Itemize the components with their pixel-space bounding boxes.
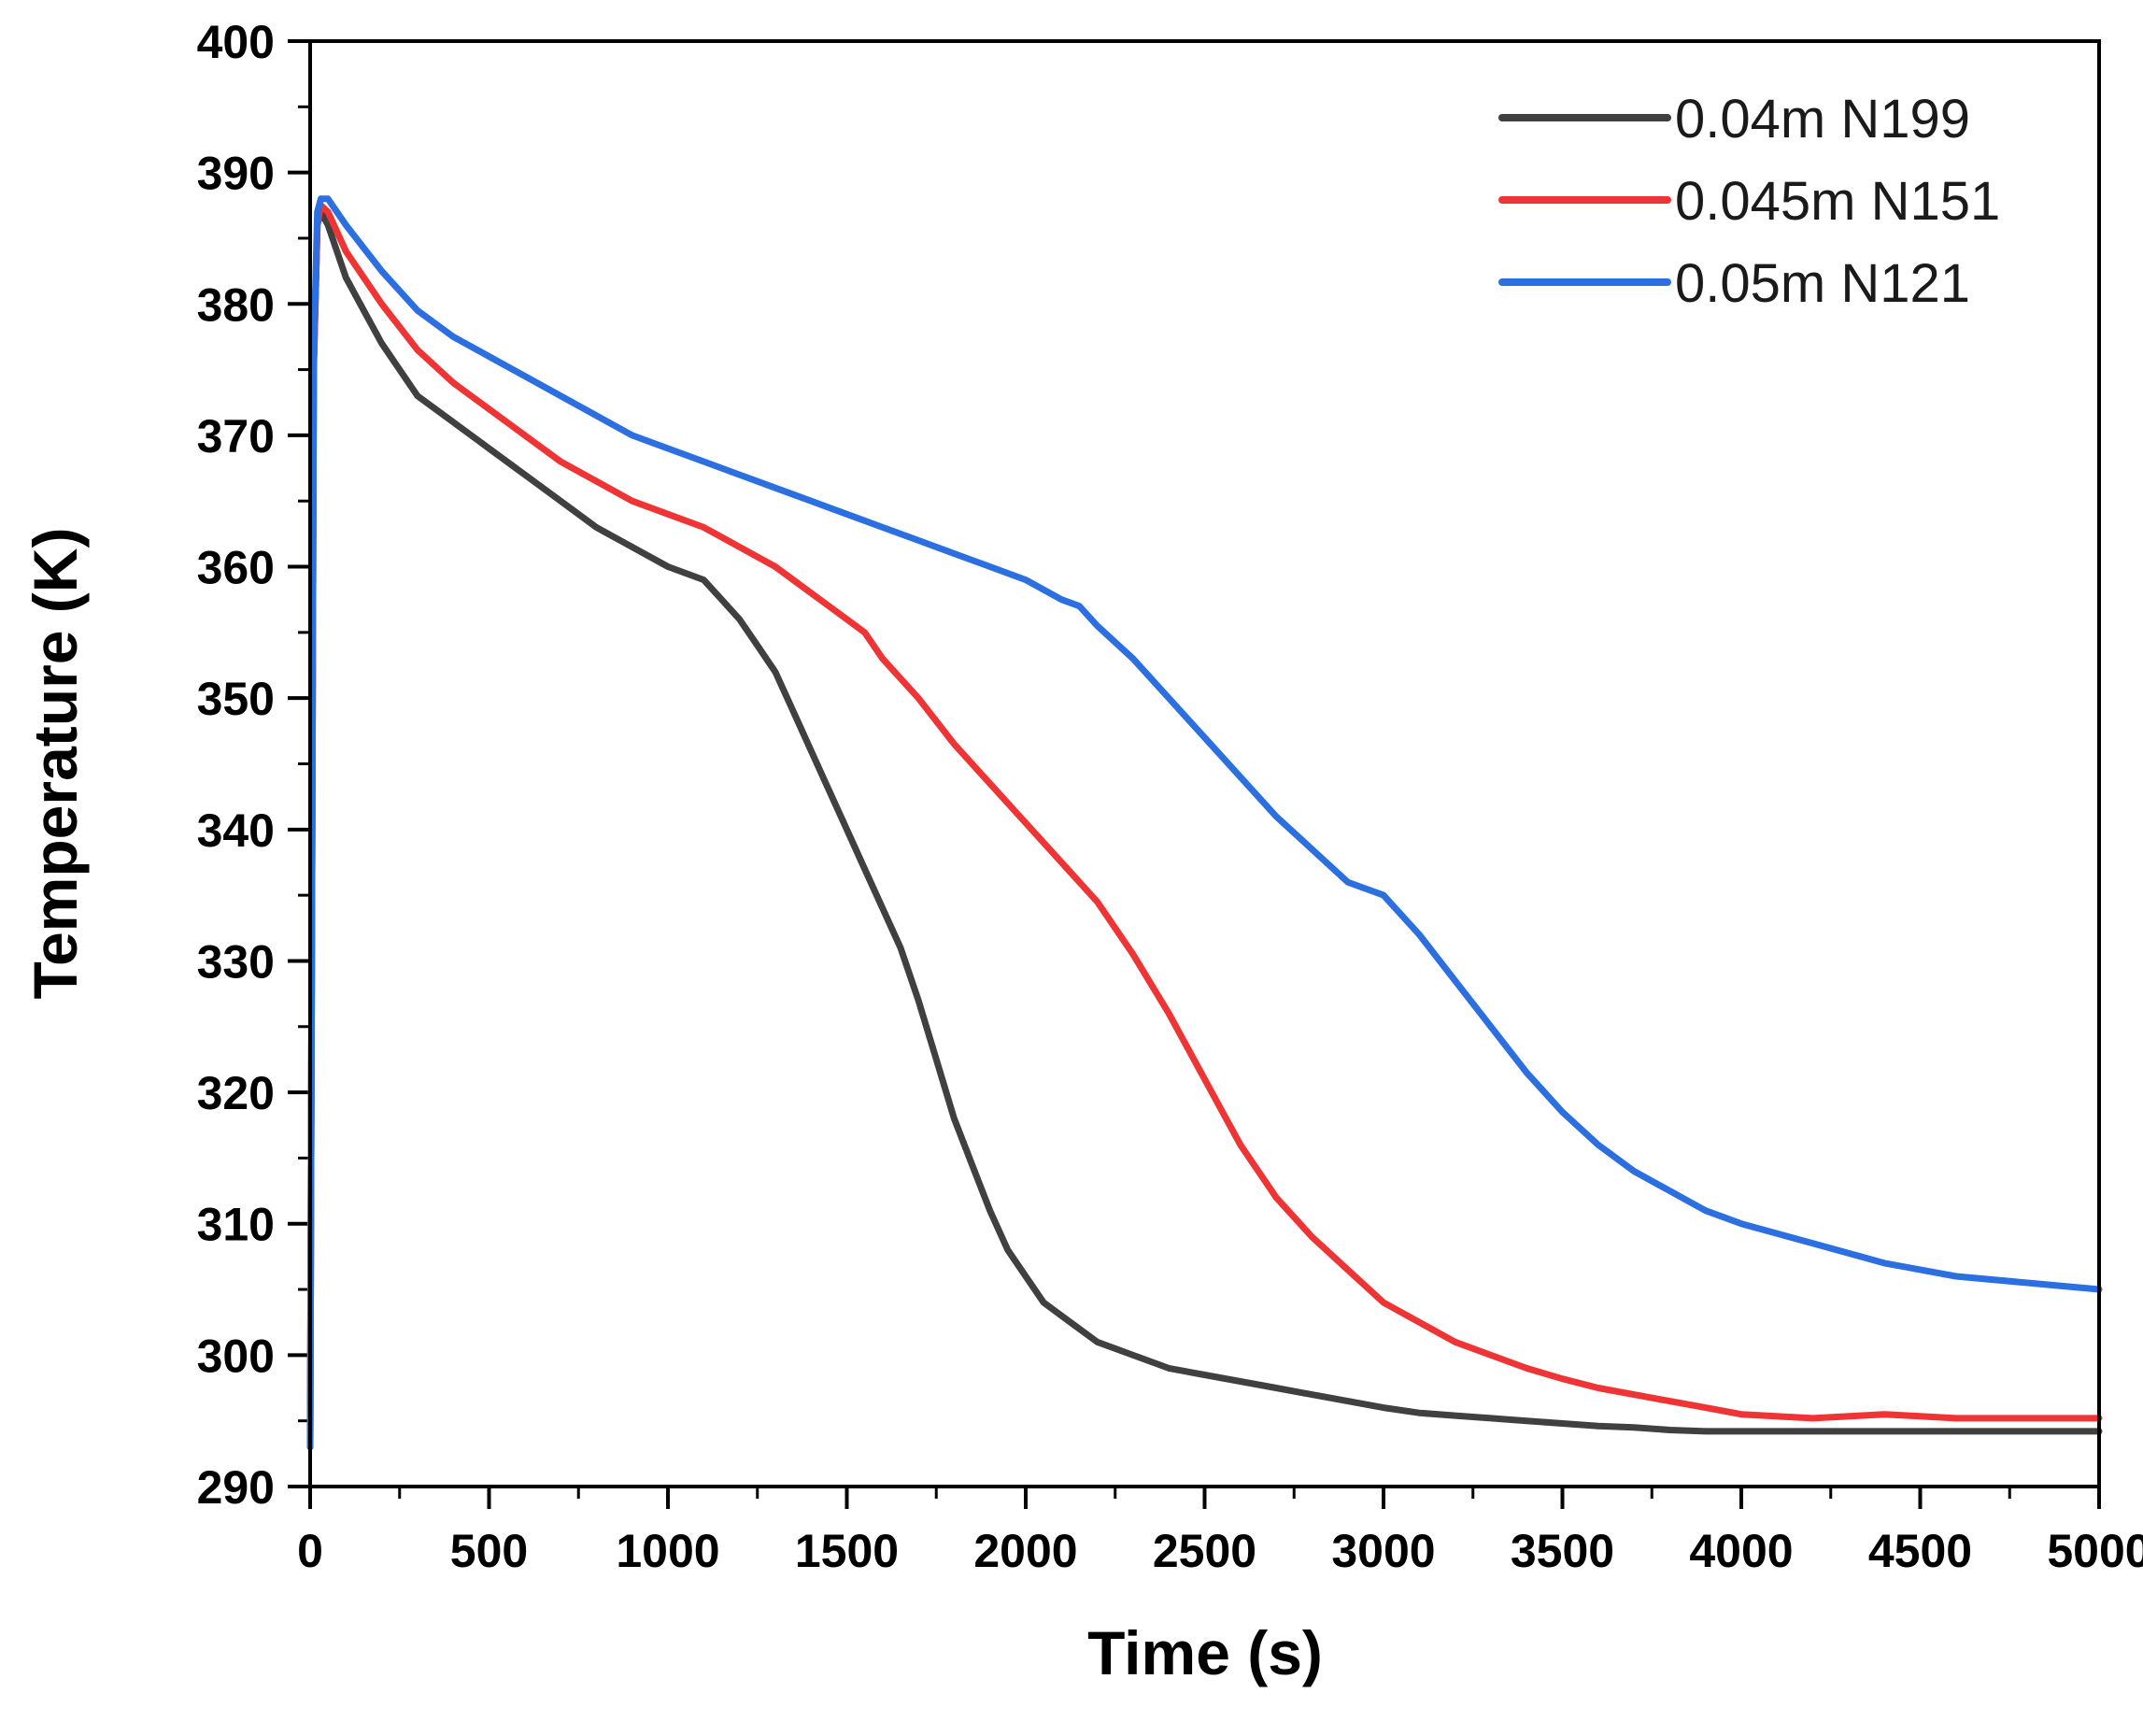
x-tick-label-4000: 4000 xyxy=(1689,1525,1793,1577)
legend-label-1: 0.04m N199 xyxy=(1675,89,1970,149)
y-tick-label-370: 370 xyxy=(197,410,275,462)
y-axis-title: Temperature (K) xyxy=(21,528,90,1000)
legend: 0.04m N199 0.045m N151 0.05m N121 xyxy=(1498,89,2000,314)
plot-frame xyxy=(308,39,2101,1488)
x-tick-label-0: 0 xyxy=(297,1525,323,1577)
y-tick-label-290: 290 xyxy=(197,1461,275,1514)
series-layer xyxy=(306,195,2103,1451)
y-tick-label-310: 310 xyxy=(197,1199,275,1251)
series-line-2 xyxy=(306,202,2103,1451)
y-tick-label-400: 400 xyxy=(197,16,275,68)
x-tick-label-2500: 2500 xyxy=(1153,1525,1256,1577)
x-tick-label-1000: 1000 xyxy=(616,1525,719,1577)
y-tick-label-330: 330 xyxy=(197,935,275,988)
legend-label-3: 0.05m N121 xyxy=(1675,253,1970,314)
series-line-3 xyxy=(306,195,2103,1451)
x-tick-label-3500: 3500 xyxy=(1511,1525,1614,1577)
y-tick-label-300: 300 xyxy=(197,1330,275,1382)
y-tick-label-380: 380 xyxy=(197,278,275,331)
y-tick-label-340: 340 xyxy=(197,804,275,857)
x-tick-label-3000: 3000 xyxy=(1331,1525,1435,1577)
x-tick-label-5000: 5000 xyxy=(2047,1525,2143,1577)
x-tick-label-4500: 4500 xyxy=(1868,1525,1972,1577)
ticks-layer xyxy=(288,39,2101,1509)
legend-label-2: 0.045m N151 xyxy=(1675,171,2000,232)
y-tick-label-390: 390 xyxy=(197,148,275,200)
y-tick-label-360: 360 xyxy=(197,542,275,594)
x-tick-label-1500: 1500 xyxy=(795,1525,899,1577)
x-tick-label-2000: 2000 xyxy=(973,1525,1077,1577)
y-tick-label-350: 350 xyxy=(197,673,275,725)
x-axis-title: Time (s) xyxy=(1087,1618,1323,1687)
y-tick-label-320: 320 xyxy=(197,1067,275,1119)
series-line-1 xyxy=(306,208,2103,1451)
x-tick-label-500: 500 xyxy=(450,1525,528,1577)
